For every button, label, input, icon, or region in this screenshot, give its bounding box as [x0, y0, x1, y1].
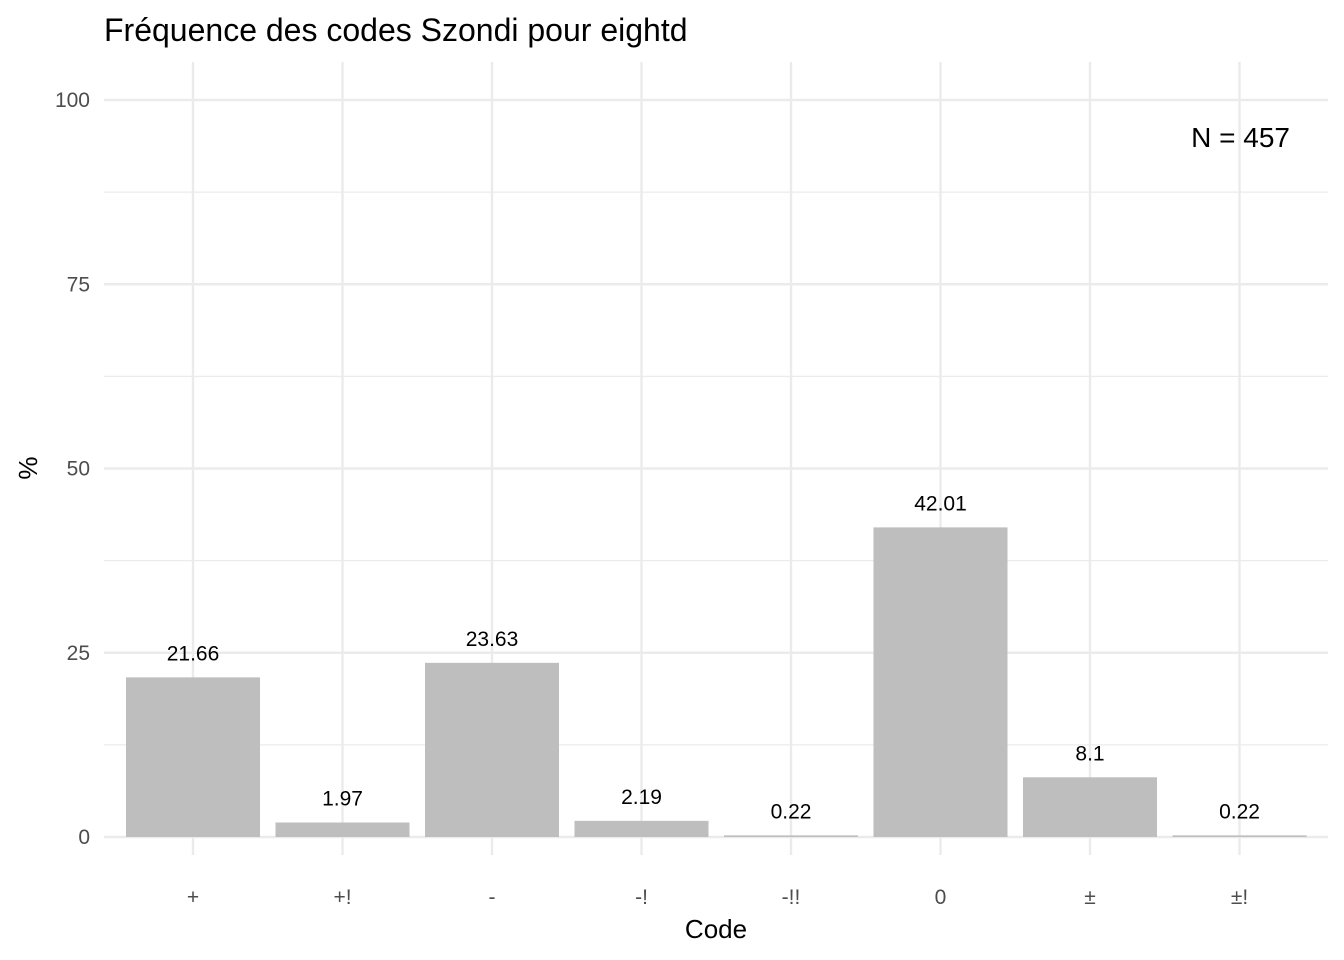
data-label: 42.01	[914, 492, 967, 515]
bar	[1172, 835, 1307, 837]
y-tick-label: 75	[67, 273, 90, 296]
x-tick-label: ±!	[1231, 886, 1248, 909]
bar	[126, 677, 260, 837]
sample-size-annotation: N = 457	[1191, 122, 1290, 153]
chart-title: Fréquence des codes Szondi pour eightd	[104, 12, 688, 48]
x-axis-ticks: + +! - -! -!! 0 ± ±!	[187, 886, 1248, 909]
bar	[1023, 777, 1157, 837]
bar	[724, 835, 858, 837]
y-axis-title: %	[13, 456, 43, 479]
y-tick-label: 100	[55, 89, 90, 112]
data-label: 8.1	[1075, 742, 1104, 765]
y-axis-ticks: 0 25 50 75 100	[55, 89, 90, 849]
bar	[873, 527, 1008, 837]
value-labels: 21.66 1.97 23.63 2.19 0.22 42.01 8.1 0.22	[167, 492, 1260, 823]
y-tick-label: 25	[67, 642, 90, 665]
x-tick-label: +	[187, 886, 199, 909]
x-tick-label: -!	[635, 886, 648, 909]
data-label: 0.22	[771, 800, 812, 823]
major-gridlines	[104, 62, 1328, 855]
data-label: 1.97	[322, 787, 363, 810]
bar	[425, 662, 559, 837]
data-label: 0.22	[1219, 800, 1260, 823]
data-label: 23.63	[466, 628, 519, 651]
bar	[275, 822, 410, 837]
bar	[574, 820, 709, 837]
y-tick-label: 0	[78, 826, 90, 849]
x-tick-label: -	[489, 886, 496, 909]
data-label: 2.19	[621, 786, 662, 809]
y-tick-label: 50	[67, 458, 90, 481]
data-label: 21.66	[167, 642, 220, 665]
bars	[126, 527, 1307, 837]
x-tick-label: ±	[1084, 886, 1096, 909]
x-tick-label: -!!	[782, 886, 801, 909]
x-tick-label: +!	[333, 886, 351, 909]
minor-gridlines	[104, 191, 1328, 746]
x-tick-label: 0	[935, 886, 947, 909]
x-axis-title: Code	[685, 914, 747, 944]
